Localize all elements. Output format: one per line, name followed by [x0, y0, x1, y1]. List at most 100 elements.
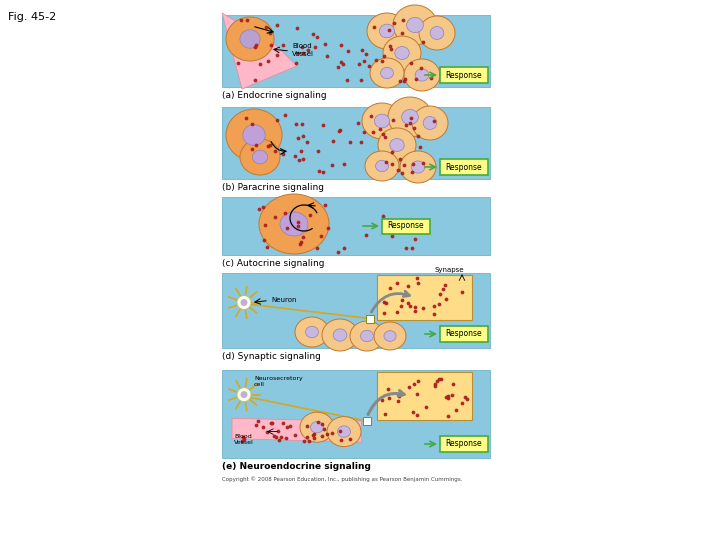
- Point: [397, 295, 408, 304]
- Point: [402, 282, 414, 291]
- Text: Synapse: Synapse: [434, 267, 464, 273]
- Ellipse shape: [362, 103, 402, 139]
- Point: [404, 302, 415, 310]
- Point: [400, 290, 411, 299]
- Point: [312, 166, 324, 175]
- Ellipse shape: [430, 26, 444, 39]
- Point: [316, 419, 328, 428]
- Text: Copyright © 2008 Pearson Education, Inc., publishing as Pearson Benjamin Cumming: Copyright © 2008 Pearson Education, Inc.…: [222, 476, 462, 482]
- Ellipse shape: [395, 46, 409, 59]
- Point: [377, 57, 388, 65]
- Point: [356, 46, 368, 55]
- Point: [322, 223, 333, 232]
- Point: [294, 156, 305, 165]
- Point: [360, 231, 372, 240]
- Point: [395, 302, 406, 310]
- Point: [297, 131, 308, 140]
- Point: [378, 298, 390, 307]
- Point: [252, 417, 264, 426]
- Point: [240, 114, 252, 123]
- FancyBboxPatch shape: [222, 107, 490, 179]
- Point: [410, 303, 421, 312]
- Point: [412, 132, 423, 140]
- Polygon shape: [232, 418, 361, 442]
- Point: [254, 60, 266, 69]
- Point: [388, 18, 400, 27]
- Point: [292, 222, 303, 231]
- Ellipse shape: [393, 5, 437, 45]
- Ellipse shape: [259, 194, 329, 254]
- Circle shape: [237, 295, 251, 309]
- Point: [428, 302, 440, 310]
- Ellipse shape: [407, 17, 423, 32]
- Point: [273, 435, 284, 444]
- Point: [392, 397, 404, 406]
- Point: [417, 158, 428, 167]
- Point: [343, 47, 354, 56]
- Point: [395, 155, 406, 164]
- Ellipse shape: [280, 212, 308, 236]
- Point: [237, 433, 248, 441]
- Circle shape: [240, 299, 248, 306]
- Text: (b) Paracrine signaling: (b) Paracrine signaling: [222, 183, 324, 192]
- Ellipse shape: [404, 59, 440, 91]
- Text: (e) Neuroendocrine signaling: (e) Neuroendocrine signaling: [222, 462, 371, 471]
- FancyBboxPatch shape: [222, 15, 490, 87]
- Ellipse shape: [300, 412, 334, 442]
- Point: [451, 406, 462, 415]
- Point: [257, 202, 269, 211]
- Point: [240, 16, 252, 25]
- Point: [260, 22, 271, 31]
- Text: (c) Autocrine signaling: (c) Autocrine signaling: [222, 259, 325, 268]
- Point: [420, 402, 432, 411]
- Point: [408, 123, 420, 132]
- Point: [397, 16, 409, 25]
- Point: [435, 375, 446, 383]
- Ellipse shape: [338, 426, 351, 437]
- Point: [403, 382, 415, 391]
- Ellipse shape: [361, 330, 374, 342]
- Point: [253, 205, 265, 213]
- Point: [292, 24, 303, 32]
- Ellipse shape: [374, 322, 406, 350]
- Ellipse shape: [333, 329, 347, 341]
- Point: [359, 57, 370, 65]
- Ellipse shape: [367, 13, 407, 49]
- Point: [356, 76, 367, 85]
- Point: [442, 412, 454, 421]
- FancyBboxPatch shape: [440, 67, 488, 83]
- Text: (a) Endocrine signaling: (a) Endocrine signaling: [222, 91, 327, 100]
- Point: [266, 418, 278, 427]
- Point: [335, 436, 346, 444]
- Point: [364, 62, 375, 71]
- Circle shape: [240, 391, 248, 398]
- Point: [370, 56, 382, 64]
- Text: Response: Response: [446, 329, 482, 339]
- Point: [304, 210, 315, 219]
- Point: [319, 200, 330, 209]
- Point: [289, 151, 301, 160]
- Point: [374, 125, 386, 134]
- Point: [277, 40, 289, 49]
- Point: [276, 433, 287, 442]
- Point: [368, 128, 379, 137]
- Point: [446, 390, 458, 399]
- Point: [251, 41, 262, 50]
- Ellipse shape: [350, 321, 384, 351]
- Point: [397, 168, 408, 177]
- Point: [261, 428, 273, 436]
- Point: [235, 16, 247, 24]
- Point: [383, 385, 395, 394]
- Point: [295, 238, 307, 247]
- Point: [279, 111, 291, 120]
- Point: [328, 137, 339, 145]
- Ellipse shape: [226, 17, 274, 61]
- Point: [415, 63, 427, 72]
- Point: [271, 21, 283, 30]
- Point: [318, 120, 329, 129]
- Polygon shape: [222, 13, 297, 89]
- Ellipse shape: [423, 117, 437, 130]
- Ellipse shape: [243, 125, 265, 145]
- Point: [387, 159, 398, 168]
- Point: [408, 380, 420, 388]
